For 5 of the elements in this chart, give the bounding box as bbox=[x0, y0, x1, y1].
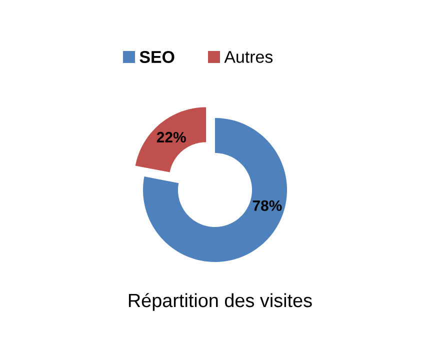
legend-label: Autres bbox=[224, 51, 273, 63]
text: Répartition des visites bbox=[128, 293, 312, 311]
data-label: 78% bbox=[252, 200, 282, 211]
legend-label: SEO bbox=[140, 50, 174, 63]
data-label: 22% bbox=[156, 132, 186, 142]
